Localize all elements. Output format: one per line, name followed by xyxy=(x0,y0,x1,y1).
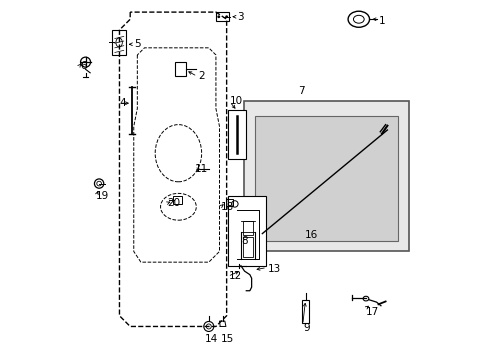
Bar xyxy=(242,221,253,235)
Bar xyxy=(244,102,408,251)
Text: 4: 4 xyxy=(119,98,126,108)
Text: 8: 8 xyxy=(241,236,247,246)
Text: 17: 17 xyxy=(365,307,378,317)
Bar xyxy=(173,197,182,204)
Text: 12: 12 xyxy=(228,271,241,282)
Ellipse shape xyxy=(225,15,227,18)
Text: 1: 1 xyxy=(378,16,384,26)
Text: 19: 19 xyxy=(96,191,109,201)
Bar xyxy=(225,199,233,206)
Text: 7: 7 xyxy=(298,86,304,96)
Bar xyxy=(175,62,185,76)
Bar xyxy=(302,300,308,323)
Text: 18: 18 xyxy=(221,202,234,212)
Text: 20: 20 xyxy=(167,198,181,208)
Text: 16: 16 xyxy=(305,230,318,240)
Bar xyxy=(228,196,265,266)
Text: 14: 14 xyxy=(205,334,218,344)
Bar xyxy=(112,30,125,55)
Text: 5: 5 xyxy=(134,39,140,49)
Text: 13: 13 xyxy=(267,264,281,274)
Bar xyxy=(228,111,246,158)
Text: 9: 9 xyxy=(303,323,309,333)
Ellipse shape xyxy=(217,15,220,18)
Bar xyxy=(242,237,253,257)
Text: 10: 10 xyxy=(230,96,243,107)
Text: 15: 15 xyxy=(221,334,234,344)
Text: 2: 2 xyxy=(198,71,204,81)
Text: 3: 3 xyxy=(237,13,244,22)
Text: 11: 11 xyxy=(194,164,207,174)
Text: 6: 6 xyxy=(80,61,87,71)
Bar xyxy=(255,116,397,241)
Bar xyxy=(216,12,229,21)
